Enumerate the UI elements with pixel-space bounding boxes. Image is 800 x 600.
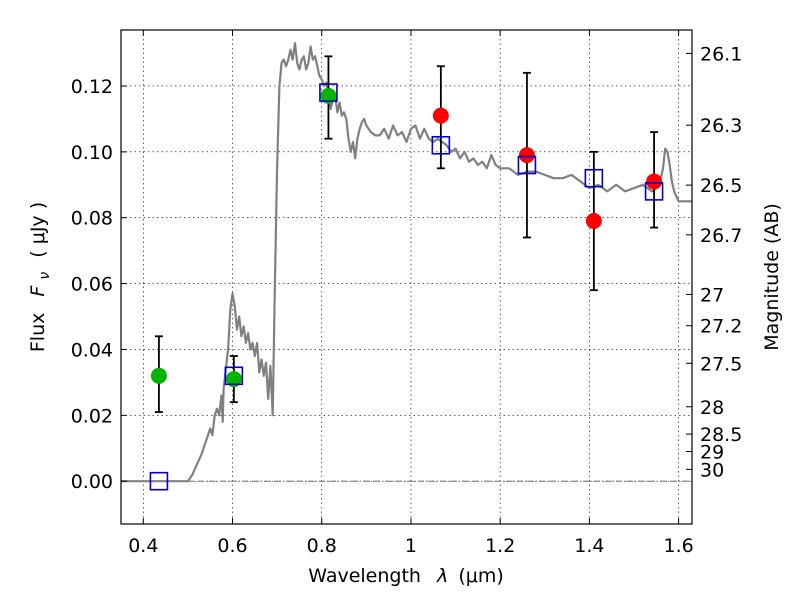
y2-tick-label-3: 26.7: [700, 225, 742, 247]
x-axis-label-symbol: λ: [436, 565, 448, 587]
y2-tick-label-6: 27.5: [700, 353, 742, 375]
y-axis-label-subscript: ν: [37, 272, 53, 280]
x-axis-label-text: Wavelength: [308, 565, 421, 587]
x-tick-label-2: 0.8: [307, 535, 337, 557]
model-square-6: [644, 182, 664, 201]
data-markers: [149, 83, 664, 491]
y-tick-label-6: 0.12: [71, 76, 113, 98]
y-axis-label: Flux F ν ( μJy ): [27, 202, 54, 352]
y2-tick-label-8: 28.5: [700, 424, 742, 446]
x-tick-label-1: 0.6: [217, 535, 247, 557]
green-data-point-2: [320, 87, 337, 104]
x-axis-label: Wavelength λ (μm): [308, 565, 503, 587]
template-spectrum: [121, 42, 692, 483]
y2-tick-label-7: 28: [700, 397, 724, 419]
model-square-3: [431, 135, 451, 155]
red-data-point-3: [646, 173, 663, 190]
x-tick-label-3: 1: [405, 535, 417, 557]
red-data-point-0: [432, 107, 449, 124]
y-axis-label-unit: ( μJy ): [27, 202, 49, 258]
plot-frame: [120, 29, 693, 525]
model-square-1: [224, 366, 244, 386]
y2-tick-label-1: 26.3: [700, 115, 742, 137]
y2-tick-label-2: 26.5: [700, 175, 742, 197]
model-square-4: [517, 155, 537, 175]
model-square-2: [319, 83, 338, 102]
x-tick-label-6: 1.6: [664, 535, 694, 557]
spectrum-line-0: [121, 42, 692, 483]
y2-tick-label-4: 27: [700, 284, 724, 306]
y2-tick-label-10: 30: [700, 459, 724, 481]
y-tick-label-4: 0.08: [71, 208, 113, 230]
right-axis-label: Magnitude (AB): [761, 203, 783, 351]
x-tick-label-0: 0.4: [128, 535, 158, 557]
model-square-5: [584, 168, 604, 188]
grid-lines: [121, 30, 692, 524]
y-tick-label-5: 0.10: [71, 142, 113, 164]
y2-tick-label-0: 26.1: [700, 43, 742, 65]
red-data-point-2: [585, 213, 602, 230]
green-data-point-0: [150, 367, 167, 384]
green-data-point-1: [225, 371, 242, 388]
x-axis-ticks: 0.4 0.6 0.8 1 1.2 1.4 1.6: [128, 30, 694, 557]
red-data-point-1: [518, 147, 535, 164]
x-tick-label-5: 1.4: [574, 535, 604, 557]
y-tick-label-2: 0.04: [71, 339, 113, 361]
y-axis-label-text: Flux: [27, 313, 49, 353]
y-tick-label-1: 0.02: [71, 405, 113, 427]
y-tick-label-3: 0.06: [71, 274, 113, 296]
y2-tick-label-5: 27.2: [700, 316, 742, 338]
x-tick-label-4: 1.2: [485, 535, 515, 557]
y2-tick-label-9: 29: [700, 442, 724, 464]
x-axis-label-unit: (μm): [458, 565, 503, 587]
model-square-0: [149, 471, 169, 491]
y-axis-label-symbol: F: [27, 285, 49, 297]
y-axis-ticks: 0.00 0.02 0.04 0.06 0.08 0.10 0.12: [71, 76, 127, 493]
y-tick-label-0: 0.00: [71, 471, 113, 493]
